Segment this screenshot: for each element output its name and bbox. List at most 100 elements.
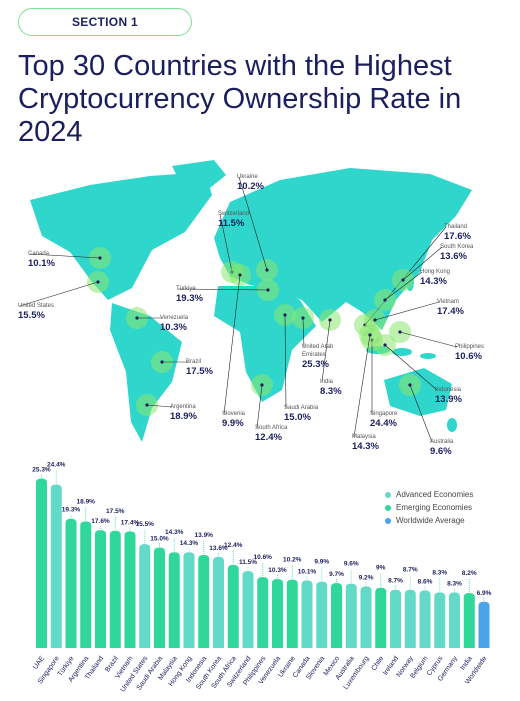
map-label: Malaysia 14.3%	[352, 433, 379, 452]
value-label: 18.9%	[77, 498, 96, 505]
map-label: Slovenia 9.9%	[222, 410, 245, 429]
value-label: 9.7%	[329, 571, 344, 578]
leader-line	[402, 246, 443, 281]
country-value: 14.3%	[420, 276, 447, 287]
value-label: 15.5%	[136, 521, 155, 528]
continent	[110, 303, 182, 442]
map-label: Canada 10.1%	[28, 250, 55, 269]
leader-line	[284, 314, 287, 409]
leader-line	[409, 384, 433, 443]
value-label: 17.6%	[91, 518, 110, 525]
map-label: India 8.3%	[320, 378, 342, 397]
island	[447, 418, 457, 432]
country-value: 17.6%	[444, 231, 471, 242]
marker-dot	[238, 273, 242, 277]
bar	[434, 592, 446, 648]
country-name: Saudi Arabia	[284, 405, 319, 411]
bar	[404, 589, 416, 648]
marker-dot	[265, 268, 269, 272]
leader-line	[321, 319, 331, 383]
country-name: South Africa	[255, 425, 288, 431]
bar	[242, 570, 254, 648]
map-label: Indonesia 13.9%	[435, 386, 462, 405]
bar	[449, 592, 460, 648]
country-name: Indonesia	[435, 387, 462, 393]
marker-dot	[260, 383, 264, 387]
legend-entry: Worldwide Average	[385, 516, 465, 525]
legend-swatch	[385, 504, 391, 511]
country-value: 24.4%	[370, 418, 397, 429]
value-label: 14.3%	[165, 529, 184, 536]
country-name: Canada	[28, 251, 50, 257]
bar	[183, 552, 195, 648]
marker-dot	[96, 280, 100, 284]
country-name: India	[320, 379, 334, 385]
value-label: 8.6%	[418, 578, 433, 585]
country-name: Thailand	[444, 224, 468, 230]
marker-dot	[283, 313, 287, 317]
value-label: 17.5%	[106, 508, 125, 515]
marker-dot	[398, 330, 402, 334]
map-label: Singapore 24.4%	[370, 410, 397, 429]
bar	[154, 547, 165, 648]
marker-dot	[368, 333, 372, 337]
bar	[419, 590, 431, 648]
value-label: 9.6%	[344, 561, 359, 568]
bar	[375, 587, 387, 648]
marker-dot	[160, 360, 164, 364]
map-label: Thailand 17.6%	[444, 223, 471, 242]
bar	[286, 579, 298, 648]
value-label: 10.1%	[298, 568, 317, 575]
value-label: 11.5%	[239, 559, 257, 566]
legend-label: Advanced Economies	[396, 490, 474, 499]
value-label: 8.3%	[447, 580, 462, 587]
marker-dot	[383, 343, 387, 347]
value-label: 8.2%	[462, 570, 477, 577]
bar	[360, 586, 372, 648]
value-label: 17.4%	[121, 519, 140, 526]
legend-label: Worldwide Average	[396, 516, 465, 525]
country-name: Hong Kong	[420, 269, 451, 275]
value-label: 9.2%	[359, 574, 374, 581]
country-name: Australia	[430, 439, 454, 445]
bar	[345, 583, 357, 648]
country-name: Slovenia	[222, 411, 246, 417]
leader-line	[302, 317, 305, 348]
map-label: Australia 9.6%	[430, 438, 453, 457]
country-value: 25.3%	[302, 359, 329, 370]
country-name: Türkiye	[176, 286, 196, 292]
value-label: 15.0%	[150, 536, 169, 543]
country-value: 13.9%	[435, 394, 462, 405]
country-value: 9.9%	[222, 418, 244, 429]
bar	[109, 530, 121, 648]
country-name: South Korea	[440, 244, 474, 250]
value-label: 8.7%	[388, 578, 403, 585]
marker-dot	[301, 316, 305, 320]
legend-swatch	[385, 491, 391, 498]
bar	[168, 552, 180, 648]
value-label: 13.6%	[209, 545, 228, 552]
map-label: Saudi Arabia 15.0%	[284, 404, 318, 423]
leader-line	[219, 213, 233, 273]
country-value: 13.6%	[440, 251, 467, 262]
country-value: 8.3%	[320, 386, 342, 397]
bar	[50, 484, 62, 648]
leader-line	[177, 288, 269, 291]
country-value: 10.1%	[28, 258, 55, 269]
bar	[390, 589, 401, 648]
country-value: 18.9%	[170, 411, 197, 422]
country-name: United States	[18, 303, 55, 309]
bar	[124, 531, 136, 648]
leader-line	[19, 281, 99, 307]
map-label: South Korea 13.6%	[440, 243, 473, 262]
map-label: Hong Kong 14.3%	[420, 268, 450, 287]
x-tick-label: India	[459, 655, 474, 672]
value-label: 9.9%	[314, 559, 329, 566]
leader-line	[374, 301, 440, 321]
legend-entry: Emerging Economies	[385, 503, 472, 512]
country-name: United Arab Emirates	[302, 344, 334, 358]
country-value: 10.2%	[237, 181, 264, 192]
value-label: 10.2%	[283, 557, 302, 564]
